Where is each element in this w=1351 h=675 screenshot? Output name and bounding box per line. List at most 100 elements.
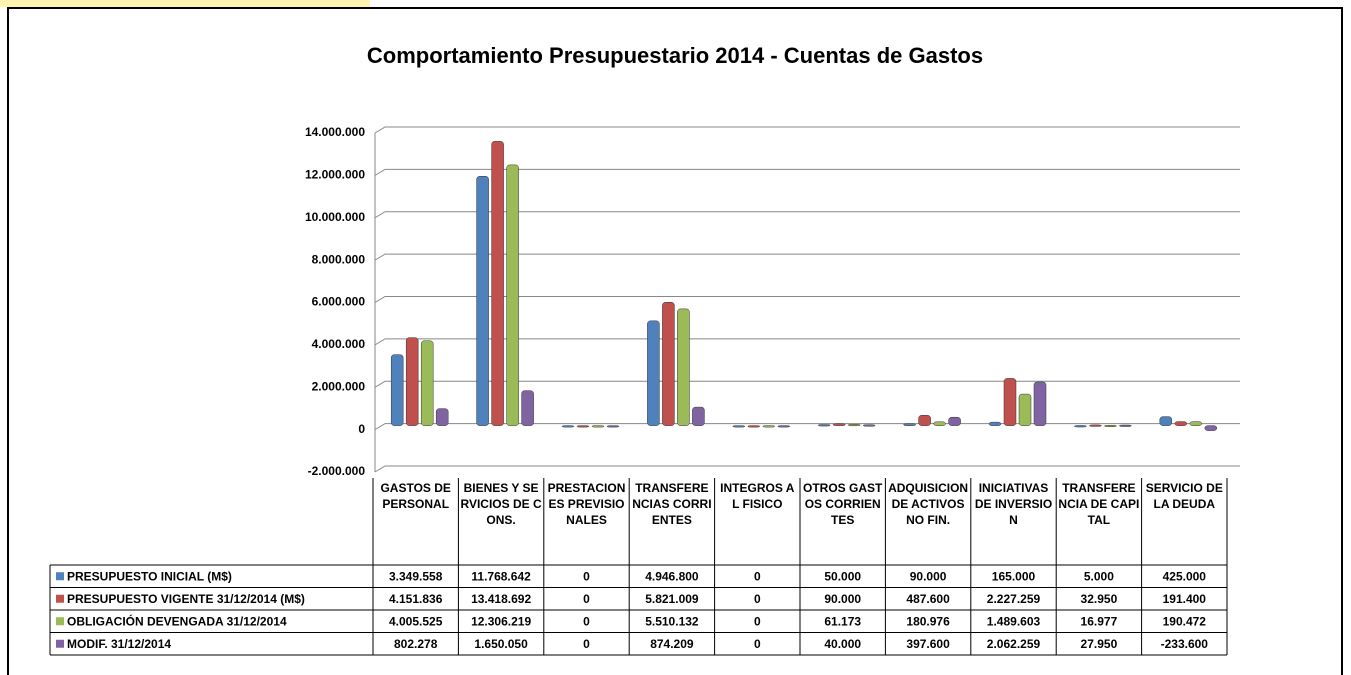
table-value: 0 [754,637,761,651]
table-value: -233.600 [1161,637,1209,651]
category-text: INICIATIVAS DE INVERSION [974,481,1053,527]
bar [1189,421,1203,426]
table-value: 1.650.050 [474,637,528,651]
bar [1003,378,1017,426]
y-tick-label: 0 [358,422,365,436]
grid-line [374,296,1240,303]
table-value: 191.400 [1163,592,1207,606]
y-tick-label: 14.000.000 [305,125,365,139]
y-tick-label: 10.000.000 [305,210,365,224]
grid-line [374,465,1240,473]
bar [521,390,534,426]
bar [762,425,776,428]
bar [390,354,404,426]
bar [1018,393,1032,426]
table-value: 61.173 [824,614,861,628]
bar [1104,425,1117,428]
table-value: 1.489.603 [987,614,1041,628]
bar [832,423,846,426]
category-text: SERVICIO DE LA DEUDA [1145,481,1223,511]
category-text: BIENES Y SERVICIOS DE CONS. [460,481,542,527]
table-value: 2.062.259 [987,637,1041,651]
table-value: 12.306.219 [471,614,531,628]
bar [1159,416,1173,426]
category-label: TRANSFERENCIAS CORRIENTES [632,481,712,527]
table-value: 5.000 [1084,569,1114,583]
y-tick-label: 6.000.000 [312,295,366,309]
bar [1174,421,1188,426]
table-value: 4.151.836 [389,592,443,606]
category-label: INTEGROS AL FISICO [720,481,794,511]
legend-label: PRESUPUESTO INICIAL (M$) [67,569,232,583]
bar [1033,381,1047,426]
bar [647,320,660,426]
legend-key [56,639,64,648]
table-value: 190.472 [1163,614,1207,628]
bar [747,425,761,428]
category-text: GASTOS DE PERSONAL [380,481,451,511]
bar [847,424,861,427]
table-value: 13.418.692 [471,592,531,606]
legend-label: OBLIGACIÓN DEVENGADA 31/12/2014 [67,613,287,628]
table-value: 27.950 [1081,637,1118,651]
table-value: 0 [754,592,761,606]
legend-key [56,617,64,626]
bar [1074,425,1087,428]
grid-line [374,338,1240,346]
table-value: 2.227.259 [987,592,1041,606]
bar [1119,424,1132,427]
table-value: 40.000 [824,637,861,651]
table-value: 425.000 [1163,569,1207,583]
bar [576,425,590,428]
bar [591,425,605,428]
y-tick-label: 12.000.000 [305,168,365,182]
table-value: 11.768.642 [471,569,531,583]
bar [777,425,791,428]
table-value: 0 [583,592,590,606]
highlight [0,0,370,7]
table-value: 0 [754,614,761,628]
category-text: ADQUISICION DE ACTIVOS NO FIN. [888,481,969,527]
bar [692,406,705,426]
bar [817,424,831,427]
bar [732,425,746,428]
category-text: PRESTACIONES PREVISIONALES [547,481,626,527]
bar [988,421,1002,426]
y-tick-label: -2.000.000 [308,464,366,478]
y-tick-label: 4.000.000 [312,337,366,351]
category-text: TRANSFERENCIA DE CAPITAL [1058,481,1140,527]
category-label: INICIATIVAS DE INVERSION [974,481,1053,527]
bar [491,141,504,426]
bar [420,340,434,426]
grid-line [374,211,1240,219]
table-value: 397.600 [906,637,950,651]
grid-line [374,253,1240,261]
category-label: TRANSFERENCIA DE CAPITAL [1058,481,1140,527]
table-value: 90.000 [910,569,947,583]
table-value: 0 [583,569,590,583]
bar [1089,424,1102,427]
grid-line [374,126,1240,134]
bar [506,164,519,426]
table-value: 50.000 [824,569,861,583]
table-value: 487.600 [906,592,950,606]
table-value: 0 [583,637,590,651]
table-value: 180.976 [906,614,950,628]
legend-key [56,572,64,581]
table-value: 4.946.800 [645,569,699,583]
bar [948,416,961,426]
bar [903,423,916,426]
legend-key [56,594,64,603]
bar [405,337,419,426]
table-value: 5.821.009 [645,592,699,606]
table-value: 16.977 [1081,614,1118,628]
bar [662,302,675,426]
category-label: ADQUISICION DE ACTIVOS NO FIN. [888,481,969,527]
bar [862,424,876,427]
category-label: PRESTACIONES PREVISIONALES [547,481,626,527]
table-value: 4.005.525 [389,614,443,628]
category-text: TRANSFERENCIAS CORRIENTES [632,481,712,527]
table-value: 90.000 [824,592,861,606]
legend-label: PRESUPUESTO VIGENTE 31/12/2014 (M$) [67,592,305,606]
